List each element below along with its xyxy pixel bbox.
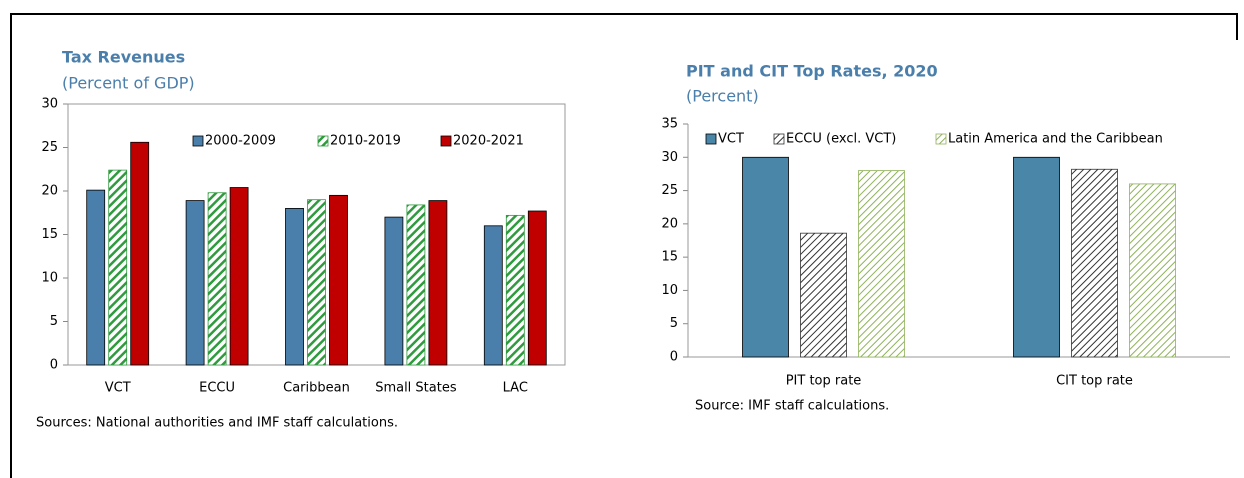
legend-swatch (935, 133, 947, 145)
bar (742, 156, 789, 358)
legend-label: VCT (718, 132, 744, 147)
bar (428, 200, 448, 366)
y-tick-label: 0 (670, 350, 678, 365)
bar (108, 169, 128, 366)
y-tick-label: 10 (41, 271, 58, 286)
chart-title: PIT and CIT Top Rates, 2020 (686, 62, 938, 81)
y-tick-label: 0 (50, 358, 58, 373)
bar (527, 210, 547, 366)
x-tick-label: Caribbean (283, 381, 350, 396)
x-tick-label: VCT (105, 381, 131, 396)
bar (406, 204, 426, 366)
bar (505, 214, 525, 366)
bar (1071, 168, 1118, 358)
x-tick-label: Small States (375, 381, 457, 396)
legend-label: Latin America and the Caribbean (948, 132, 1163, 147)
chart-title: Tax Revenues (62, 48, 185, 67)
legend-label: ECCU (excl. VCT) (786, 132, 896, 147)
bar (1013, 156, 1060, 358)
legend-label: 2020-2021 (453, 134, 524, 149)
legend-swatch (317, 135, 329, 147)
bar (483, 225, 503, 366)
bar (86, 189, 106, 366)
legend-swatch (440, 135, 452, 147)
chart-subtitle: (Percent of GDP) (62, 74, 195, 93)
bar (1129, 183, 1176, 358)
y-tick-label: 15 (661, 250, 678, 265)
bar (229, 187, 249, 366)
x-tick-label: LAC (503, 381, 528, 396)
legend-label: 2010-2019 (330, 134, 401, 149)
bar (384, 216, 404, 366)
source-note: Sources: National authorities and IMF st… (36, 416, 398, 431)
x-tick-label: CIT top rate (1056, 374, 1133, 389)
y-tick-label: 25 (41, 140, 58, 155)
y-tick-label: 20 (41, 184, 58, 199)
x-tick-label: PIT top rate (786, 374, 862, 389)
y-tick-label: 30 (661, 150, 678, 165)
legend-swatch (773, 133, 785, 145)
bar (207, 192, 227, 366)
y-tick-label: 10 (661, 283, 678, 298)
y-tick-label: 5 (670, 316, 678, 331)
y-tick-label: 5 (50, 314, 58, 329)
bar (800, 232, 847, 358)
chart-subtitle: (Percent) (686, 87, 759, 106)
legend-swatch (192, 135, 204, 147)
bar (329, 194, 348, 366)
y-tick-label: 30 (41, 97, 58, 112)
bar (285, 207, 304, 366)
legend-label: 2000-2009 (205, 134, 276, 149)
x-tick-label: ECCU (199, 381, 235, 396)
y-tick-label: 35 (661, 117, 678, 132)
y-tick-label: 25 (661, 183, 678, 198)
y-tick-label: 20 (661, 216, 678, 231)
bar (130, 141, 150, 366)
y-tick-label: 15 (41, 227, 58, 242)
bar (858, 170, 905, 358)
source-note: Source: IMF staff calculations. (695, 399, 889, 414)
bar (185, 200, 205, 366)
legend-swatch (705, 133, 717, 145)
bar (307, 199, 326, 366)
